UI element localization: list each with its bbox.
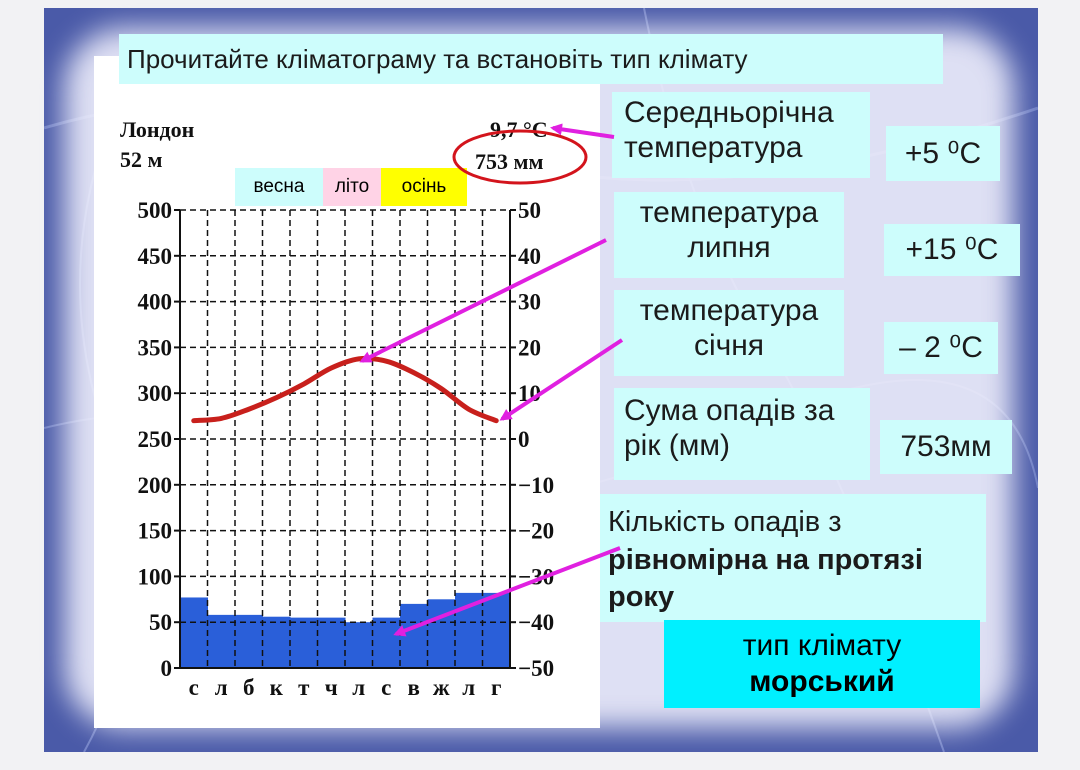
climate-type-box: тип клімату морський <box>664 620 980 708</box>
right-tick-label: −10 <box>518 473 554 498</box>
right-tick-label: 50 <box>518 198 541 223</box>
station-city: Лондон <box>120 117 195 142</box>
station-elevation: 52 м <box>120 147 163 172</box>
right-tick-label: 40 <box>518 244 541 269</box>
precip-bar <box>372 617 401 668</box>
month-label: б <box>243 675 255 700</box>
precip-bar <box>455 592 483 668</box>
right-tick-label: 10 <box>518 381 541 406</box>
month-label: к <box>270 675 284 700</box>
precip-distribution-label: Кількість опадів з <box>608 506 842 538</box>
month-label: ч <box>325 675 338 700</box>
month-label: т <box>298 675 310 700</box>
precip-bar <box>262 616 291 668</box>
right-tick-label: 30 <box>518 290 541 315</box>
left-tick-label: 200 <box>138 473 173 498</box>
left-tick-label: 450 <box>138 244 173 269</box>
january-temp-value: – 2 ⁰С <box>884 322 998 374</box>
left-tick-label: 400 <box>138 290 173 315</box>
precip-distribution-box: Кількість опадів з рівномірна на протязі… <box>600 494 986 622</box>
july-temp-label: температура липня <box>614 192 844 278</box>
left-tick-label: 500 <box>138 198 173 223</box>
climate-type-value: морський <box>749 665 895 698</box>
annual-precip-value: 753мм <box>880 420 1012 474</box>
precip-bar <box>290 617 318 668</box>
temperature-line <box>191 355 499 424</box>
right-tick-label: −40 <box>518 610 554 635</box>
left-tick-label: 300 <box>138 381 173 406</box>
month-label: с <box>381 675 391 700</box>
precip-bar <box>345 622 373 668</box>
left-tick-label: 350 <box>138 335 173 360</box>
left-tick-label: 0 <box>161 656 173 681</box>
month-label: ж <box>433 675 450 700</box>
right-tick-label: 20 <box>518 335 541 360</box>
climate-type-label: тип клімату <box>742 629 902 662</box>
precip-bar <box>400 603 428 668</box>
right-tick-label: −50 <box>518 656 554 681</box>
precip-bar <box>317 617 346 668</box>
left-tick-label: 250 <box>138 427 173 452</box>
precip-bar <box>427 599 456 668</box>
precip-bar <box>235 614 263 668</box>
month-label: с <box>189 675 199 700</box>
precip-distribution-answer: рівномірна на протязі року <box>608 543 923 614</box>
month-label: л <box>215 675 228 700</box>
station-annual-temp: 9,7 °C <box>490 117 548 142</box>
left-tick-label: 50 <box>149 610 172 635</box>
month-label: л <box>462 675 475 700</box>
precip-bar <box>207 614 236 668</box>
month-label: в <box>408 675 420 700</box>
month-label: г <box>491 675 501 700</box>
july-temp-value: +15 ⁰С <box>884 224 1020 276</box>
precip-bar <box>180 597 208 668</box>
climatogram: 5004504003503002502001501005005040302010… <box>138 198 555 700</box>
precip-bar <box>482 592 511 668</box>
left-tick-label: 100 <box>138 564 173 589</box>
mean-temp-label: Середньорічна температура <box>612 92 870 178</box>
january-temp-label: температура січня <box>614 290 844 376</box>
month-label: л <box>352 675 365 700</box>
season-summer: літо <box>323 168 381 206</box>
annual-precip-label: Сума опадів за рік (мм) <box>614 388 870 480</box>
page-title: Прочитайте кліматограму та встановіть ти… <box>119 34 943 84</box>
right-tick-label: −20 <box>518 519 554 544</box>
mean-temp-value: +5 ⁰С <box>886 126 1000 181</box>
right-tick-label: −30 <box>518 564 554 589</box>
season-spring: весна <box>235 168 323 206</box>
station-annual-precip: 753 мм <box>475 149 544 174</box>
left-tick-label: 150 <box>138 519 173 544</box>
right-tick-label: 0 <box>518 427 530 452</box>
